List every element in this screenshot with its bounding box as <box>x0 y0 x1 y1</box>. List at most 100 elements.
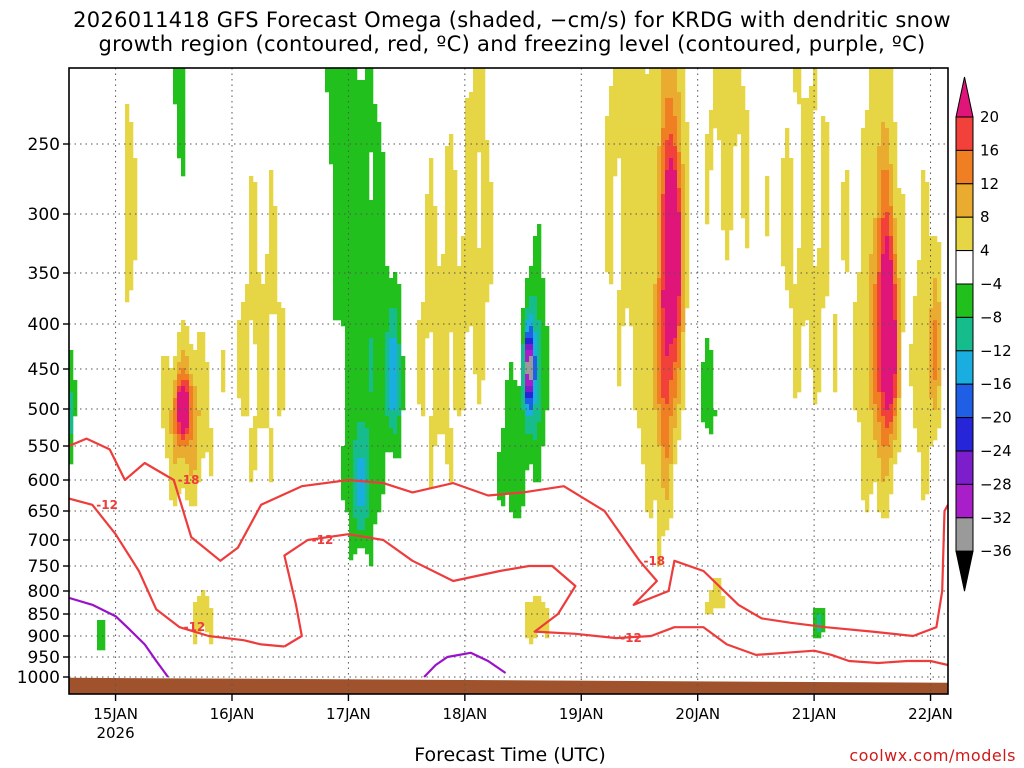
omega-cell <box>805 116 810 123</box>
omega-cell <box>481 74 486 81</box>
omega-cell <box>197 398 202 405</box>
omega-cell <box>345 404 350 411</box>
omega-cell <box>193 602 198 609</box>
omega-cell <box>665 374 670 381</box>
omega-cell <box>637 296 642 303</box>
omega-cell <box>665 320 670 327</box>
omega-cell <box>353 434 358 441</box>
omega-cell <box>793 380 798 387</box>
omega-cell <box>665 524 670 531</box>
omega-cell <box>481 158 486 165</box>
omega-cell <box>345 182 350 189</box>
omega-cell <box>445 218 450 225</box>
omega-cell <box>681 356 686 363</box>
omega-cell <box>873 296 878 303</box>
omega-cell <box>345 134 350 141</box>
chart-title-line2: growth region (contoured, red, ºC) and f… <box>98 32 926 56</box>
omega-cell <box>817 272 822 279</box>
omega-cell <box>613 158 618 165</box>
omega-cell <box>277 356 282 363</box>
omega-cell <box>665 158 670 165</box>
omega-cell <box>269 284 274 291</box>
omega-cell <box>441 368 446 375</box>
omega-cell <box>641 86 646 93</box>
omega-cell <box>461 404 466 411</box>
omega-cell <box>529 404 534 411</box>
omega-cell <box>349 296 354 303</box>
omega-cell <box>193 500 198 507</box>
omega-cell <box>809 104 814 111</box>
omega-cell <box>365 512 370 519</box>
omega-cell <box>637 104 642 111</box>
omega-cell <box>509 458 514 465</box>
omega-cell <box>445 164 450 171</box>
omega-cell <box>825 248 830 255</box>
omega-cell <box>621 128 626 135</box>
omega-cell <box>205 416 210 423</box>
omega-cell <box>377 488 382 495</box>
omega-cell <box>253 206 258 213</box>
omega-cell <box>641 128 646 135</box>
omega-cell <box>869 92 874 99</box>
omega-cell <box>369 128 374 135</box>
omega-cell <box>365 152 370 159</box>
omega-cell <box>545 332 550 339</box>
omega-cell <box>861 440 866 447</box>
omega-cell <box>665 68 670 75</box>
omega-cell <box>605 176 610 183</box>
omega-cell <box>781 230 786 237</box>
omega-cell <box>185 482 190 489</box>
omega-cell <box>341 482 346 489</box>
omega-cell <box>445 314 450 321</box>
omega-cell <box>637 398 642 405</box>
omega-cell <box>637 308 642 315</box>
omega-cell <box>709 422 714 429</box>
omega-cell <box>257 416 262 423</box>
omega-cell <box>473 326 478 333</box>
omega-cell <box>349 104 354 111</box>
omega-cell <box>177 332 182 339</box>
omega-cell <box>861 296 866 303</box>
omega-cell <box>173 500 178 507</box>
omega-cell <box>873 290 878 297</box>
omega-cell <box>341 242 346 249</box>
omega-cell <box>513 506 518 513</box>
omega-cell <box>341 200 346 207</box>
omega-cell <box>369 362 374 369</box>
omega-cell <box>857 296 862 303</box>
omega-cell <box>809 146 814 153</box>
omega-cell <box>449 134 454 141</box>
omega-cell <box>481 188 486 195</box>
omega-cell <box>329 68 334 75</box>
omega-cell <box>669 470 674 477</box>
omega-cell <box>609 116 614 123</box>
omega-cell <box>745 242 750 249</box>
omega-cell <box>661 428 666 435</box>
omega-cell <box>205 386 210 393</box>
omega-cell <box>653 446 658 453</box>
omega-cell <box>341 98 346 105</box>
omega-cell <box>673 74 678 81</box>
omega-cell <box>169 446 174 453</box>
omega-cell <box>609 272 614 279</box>
omega-cell <box>517 464 522 471</box>
omega-cell <box>269 200 274 207</box>
omega-cell <box>661 212 666 219</box>
omega-cell <box>345 116 350 123</box>
omega-cell <box>809 152 814 159</box>
omega-cell <box>637 284 642 291</box>
omega-cell <box>709 404 714 411</box>
omega-cell <box>369 326 374 333</box>
omega-cell <box>649 440 654 447</box>
omega-cell <box>353 440 358 447</box>
omega-cell <box>481 134 486 141</box>
omega-cell <box>429 446 434 453</box>
omega-cell <box>477 356 482 363</box>
omega-cell <box>673 452 678 459</box>
omega-cell <box>369 308 374 315</box>
omega-cell <box>357 332 362 339</box>
omega-cell <box>373 206 378 213</box>
omega-cell <box>477 266 482 273</box>
omega-cell <box>333 308 338 315</box>
